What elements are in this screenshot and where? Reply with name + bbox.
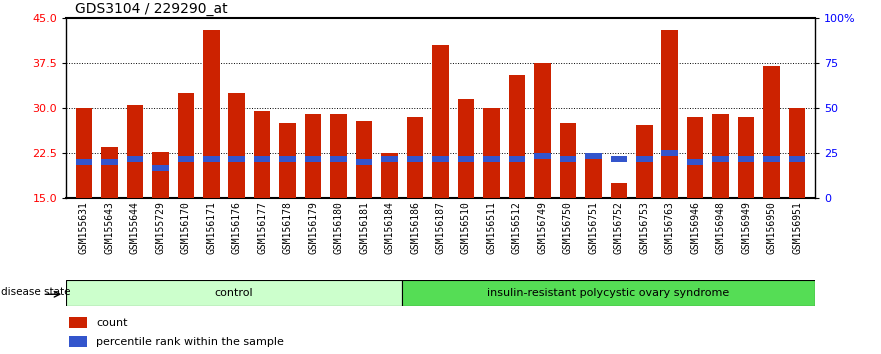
- Bar: [254, 111, 270, 198]
- Bar: [330, 156, 347, 162]
- Bar: [763, 156, 780, 162]
- Text: percentile rank within the sample: percentile rank within the sample: [96, 337, 284, 347]
- Text: count: count: [96, 318, 128, 328]
- Bar: [738, 156, 754, 162]
- Bar: [687, 117, 704, 198]
- Bar: [585, 153, 602, 159]
- Bar: [305, 156, 322, 162]
- Bar: [508, 75, 525, 198]
- Bar: [534, 63, 551, 198]
- Bar: [101, 147, 118, 198]
- Bar: [611, 156, 627, 162]
- Bar: [483, 108, 500, 198]
- Bar: [662, 30, 678, 198]
- Bar: [458, 99, 474, 198]
- Text: GDS3104 / 229290_at: GDS3104 / 229290_at: [75, 2, 227, 16]
- Bar: [662, 150, 678, 156]
- Bar: [69, 317, 87, 329]
- Bar: [127, 105, 143, 198]
- Bar: [381, 153, 398, 198]
- Bar: [203, 30, 219, 198]
- Bar: [407, 117, 423, 198]
- Bar: [763, 66, 780, 198]
- Bar: [76, 159, 93, 165]
- Bar: [611, 183, 627, 198]
- Bar: [381, 156, 398, 162]
- Bar: [687, 159, 704, 165]
- Bar: [356, 121, 373, 198]
- Bar: [177, 156, 194, 162]
- Bar: [713, 156, 729, 162]
- Bar: [788, 156, 805, 162]
- Bar: [228, 156, 245, 162]
- Bar: [66, 280, 402, 306]
- Bar: [788, 108, 805, 198]
- Bar: [636, 125, 653, 198]
- Bar: [152, 152, 168, 198]
- Bar: [228, 93, 245, 198]
- Bar: [433, 156, 448, 162]
- Text: insulin-resistant polycystic ovary syndrome: insulin-resistant polycystic ovary syndr…: [487, 288, 729, 298]
- Bar: [559, 156, 576, 162]
- Bar: [407, 156, 423, 162]
- Bar: [738, 117, 754, 198]
- Bar: [585, 159, 602, 198]
- Bar: [279, 156, 296, 162]
- Bar: [458, 156, 474, 162]
- Bar: [254, 156, 270, 162]
- Bar: [127, 156, 143, 162]
- Bar: [330, 114, 347, 198]
- Bar: [76, 108, 93, 198]
- Bar: [356, 159, 373, 165]
- Bar: [433, 45, 448, 198]
- Bar: [713, 114, 729, 198]
- Bar: [483, 156, 500, 162]
- Bar: [402, 280, 815, 306]
- Bar: [508, 156, 525, 162]
- Bar: [279, 123, 296, 198]
- Bar: [305, 114, 322, 198]
- Bar: [69, 336, 87, 347]
- Bar: [534, 153, 551, 159]
- Bar: [636, 156, 653, 162]
- Bar: [177, 93, 194, 198]
- Text: disease state: disease state: [2, 287, 70, 297]
- Bar: [152, 165, 168, 171]
- Text: control: control: [215, 288, 253, 298]
- Bar: [203, 156, 219, 162]
- Bar: [101, 159, 118, 165]
- Bar: [559, 123, 576, 198]
